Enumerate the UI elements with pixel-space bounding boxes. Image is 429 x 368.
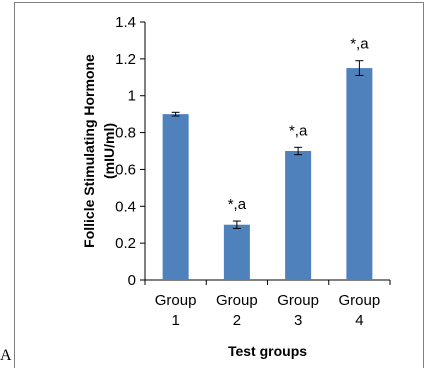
y-axis-title: Follicle Stimulating Hormone (mIU/ml): [81, 54, 117, 248]
bar: [285, 151, 312, 280]
y-tick-label: 1: [128, 88, 136, 105]
x-category-label-number: 4: [355, 312, 363, 329]
y-tick-label: 1.2: [115, 51, 136, 68]
y-tick-label: 0: [128, 272, 136, 289]
axes: 0 0.2 0.4 0.6 0.8 1 1.2 1.4 Group 1 Group 2 Group 3 Gr…: [115, 14, 391, 329]
data-label: *,a: [350, 36, 369, 53]
data-label: *,a: [228, 196, 247, 213]
panel-label: A: [0, 347, 12, 364]
x-axis-title: Test groups: [228, 343, 307, 359]
x-category-label-number: 3: [294, 312, 302, 329]
y-axis-title-line-1: Follicle Stimulating Hormone: [81, 54, 97, 248]
y-axis-title-line-2: (mIU/ml): [101, 123, 117, 179]
x-category-label: Group: [277, 292, 319, 309]
x-category-label-number: 1: [171, 312, 179, 329]
bar: [162, 114, 189, 281]
data-label: *,a: [289, 122, 308, 139]
y-tick-label: 0.6: [115, 161, 136, 178]
x-category-label: Group: [216, 292, 258, 309]
bars: *,a *,a *,a: [162, 36, 373, 281]
x-category-label: Group: [339, 292, 381, 309]
bar: [223, 224, 250, 280]
figure-frame: [14, 2, 424, 368]
y-tick-label: 1.4: [115, 14, 136, 31]
x-category-label-number: 2: [233, 312, 241, 329]
y-tick-label: 0.4: [115, 198, 136, 215]
y-tick-label: 0.2: [115, 235, 136, 252]
y-tick-label: 0.8: [115, 125, 136, 142]
bar: [346, 68, 373, 280]
x-category-label: Group: [155, 292, 197, 309]
